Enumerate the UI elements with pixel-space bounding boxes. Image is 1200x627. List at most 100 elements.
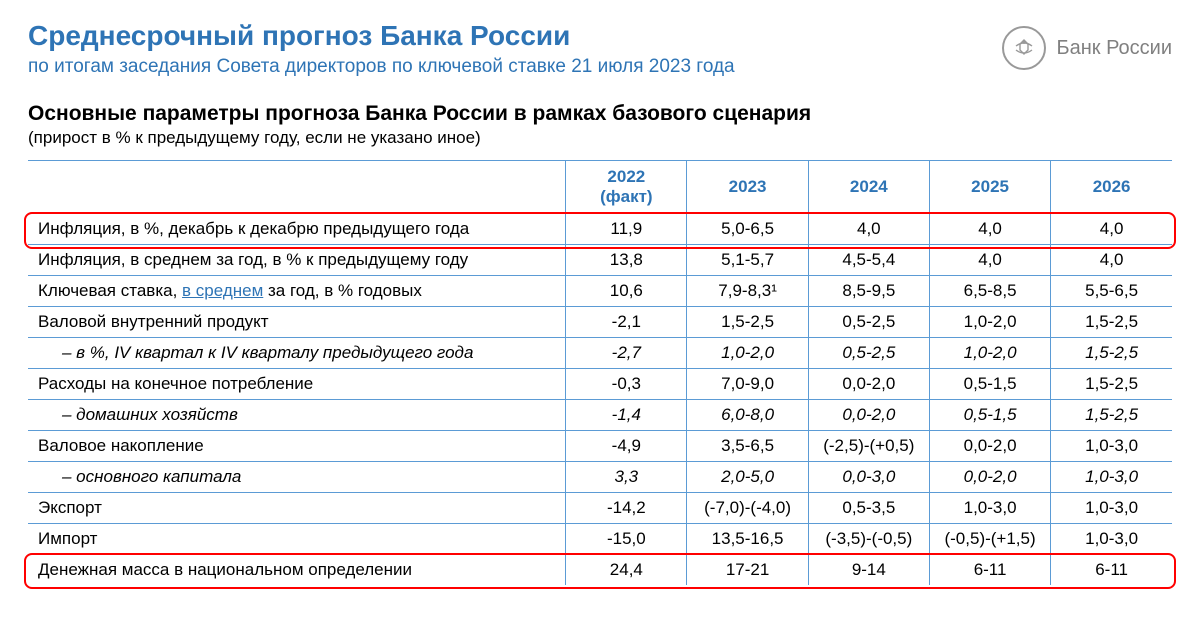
- cell-value: 1,0-3,0: [1051, 462, 1172, 493]
- cell-value: 4,0: [929, 245, 1050, 276]
- cell-value: 5,1-5,7: [687, 245, 808, 276]
- cell-value: 6-11: [929, 555, 1050, 586]
- cell-value: -15,0: [566, 524, 687, 555]
- cell-value: 0,0-2,0: [929, 462, 1050, 493]
- cell-value: -14,2: [566, 493, 687, 524]
- cell-value: 3,5-6,5: [687, 431, 808, 462]
- forecast-table: 2022(факт)2023202420252026 Инфляция, в %…: [28, 160, 1172, 585]
- row-label: Расходы на конечное потребление: [28, 369, 566, 400]
- header: Среднесрочный прогноз Банка России по ит…: [28, 20, 1172, 78]
- cell-value: 0,0-3,0: [808, 462, 929, 493]
- column-header: 2023: [687, 161, 808, 214]
- row-label: Ключевая ставка, в среднем за год, в % г…: [28, 276, 566, 307]
- cell-value: 0,0-2,0: [808, 369, 929, 400]
- cell-value: 7,9-8,3¹: [687, 276, 808, 307]
- cell-value: 1,0-2,0: [929, 307, 1050, 338]
- eagle-icon: [1002, 26, 1046, 70]
- logo-text: Банк России: [1056, 37, 1172, 60]
- cell-value: 8,5-9,5: [808, 276, 929, 307]
- cell-value: 0,5-3,5: [808, 493, 929, 524]
- table-row: – домашних хозяйств-1,46,0-8,00,0-2,00,5…: [28, 400, 1172, 431]
- cell-value: 4,0: [1051, 214, 1172, 245]
- cell-value: 1,5-2,5: [1051, 369, 1172, 400]
- table-row: Инфляция, в %, декабрь к декабрю предыду…: [28, 214, 1172, 245]
- column-header: 2025: [929, 161, 1050, 214]
- cell-value: 0,5-1,5: [929, 400, 1050, 431]
- cell-value: 3,3: [566, 462, 687, 493]
- row-label: – основного капитала: [28, 462, 566, 493]
- cell-value: -2,7: [566, 338, 687, 369]
- row-label: Валовой внутренний продукт: [28, 307, 566, 338]
- column-header: 2022(факт): [566, 161, 687, 214]
- cell-value: -2,1: [566, 307, 687, 338]
- row-label: Валовое накопление: [28, 431, 566, 462]
- cell-value: (-3,5)-(-0,5): [808, 524, 929, 555]
- cell-value: -0,3: [566, 369, 687, 400]
- cell-value: -4,9: [566, 431, 687, 462]
- cell-value: 0,5-2,5: [808, 338, 929, 369]
- cell-value: -1,4: [566, 400, 687, 431]
- table-row: Экспорт-14,2(-7,0)-(-4,0)0,5-3,51,0-3,01…: [28, 493, 1172, 524]
- cell-value: 1,0-3,0: [1051, 431, 1172, 462]
- section-title: Основные параметры прогноза Банка России…: [28, 102, 1172, 126]
- table-row: – в %, IV квартал к IV кварталу предыдущ…: [28, 338, 1172, 369]
- cell-value: 13,5-16,5: [687, 524, 808, 555]
- cell-value: 5,5-6,5: [1051, 276, 1172, 307]
- forecast-table-wrap: 2022(факт)2023202420252026 Инфляция, в %…: [28, 160, 1172, 585]
- cell-value: 2,0-5,0: [687, 462, 808, 493]
- row-label: – домашних хозяйств: [28, 400, 566, 431]
- cell-value: 4,0: [808, 214, 929, 245]
- row-label: Инфляция, в %, декабрь к декабрю предыду…: [28, 214, 566, 245]
- cell-value: 4,0: [929, 214, 1050, 245]
- cell-value: 1,0-2,0: [687, 338, 808, 369]
- cell-value: 1,0-3,0: [1051, 524, 1172, 555]
- cell-value: 6-11: [1051, 555, 1172, 586]
- cell-value: 6,0-8,0: [687, 400, 808, 431]
- row-label: – в %, IV квартал к IV кварталу предыдущ…: [28, 338, 566, 369]
- cell-value: 6,5-8,5: [929, 276, 1050, 307]
- table-row: Импорт-15,013,5-16,5(-3,5)-(-0,5)(-0,5)-…: [28, 524, 1172, 555]
- row-label: Инфляция, в среднем за год, в % к предыд…: [28, 245, 566, 276]
- table-row: Денежная масса в национальном определени…: [28, 555, 1172, 586]
- cell-value: (-0,5)-(+1,5): [929, 524, 1050, 555]
- table-row: Валовой внутренний продукт-2,11,5-2,50,5…: [28, 307, 1172, 338]
- cell-value: 1,0-3,0: [1051, 493, 1172, 524]
- row-label: Экспорт: [28, 493, 566, 524]
- table-row: Ключевая ставка, в среднем за год, в % г…: [28, 276, 1172, 307]
- cell-value: 0,5-2,5: [808, 307, 929, 338]
- cell-value: 1,5-2,5: [1051, 400, 1172, 431]
- table-row: Инфляция, в среднем за год, в % к предыд…: [28, 245, 1172, 276]
- cell-value: 0,0-2,0: [929, 431, 1050, 462]
- cell-value: 4,0: [1051, 245, 1172, 276]
- cell-value: 0,0-2,0: [808, 400, 929, 431]
- cell-value: 1,0-3,0: [929, 493, 1050, 524]
- cell-value: 1,5-2,5: [1051, 307, 1172, 338]
- cell-value: 1,0-2,0: [929, 338, 1050, 369]
- section-note: (прирост в % к предыдущему году, если не…: [28, 128, 1172, 148]
- cell-value: 24,4: [566, 555, 687, 586]
- bank-logo: Банк России: [1002, 26, 1172, 70]
- cell-value: 7,0-9,0: [687, 369, 808, 400]
- table-row: Расходы на конечное потребление-0,37,0-9…: [28, 369, 1172, 400]
- cell-value: 9-14: [808, 555, 929, 586]
- column-header: 2024: [808, 161, 929, 214]
- page-subtitle: по итогам заседания Совета директоров по…: [28, 56, 1002, 78]
- row-label: Денежная масса в национальном определени…: [28, 555, 566, 586]
- cell-value: 10,6: [566, 276, 687, 307]
- cell-value: 1,5-2,5: [1051, 338, 1172, 369]
- cell-value: (-2,5)-(+0,5): [808, 431, 929, 462]
- cell-value: 11,9: [566, 214, 687, 245]
- title-block: Среднесрочный прогноз Банка России по ит…: [28, 20, 1002, 78]
- cell-value: 5,0-6,5: [687, 214, 808, 245]
- table-row: – основного капитала3,32,0-5,00,0-3,00,0…: [28, 462, 1172, 493]
- table-header-row: 2022(факт)2023202420252026: [28, 161, 1172, 214]
- cell-value: 0,5-1,5: [929, 369, 1050, 400]
- column-header: 2026: [1051, 161, 1172, 214]
- cell-value: 1,5-2,5: [687, 307, 808, 338]
- page-title: Среднесрочный прогноз Банка России: [28, 20, 1002, 52]
- cell-value: (-7,0)-(-4,0): [687, 493, 808, 524]
- row-label: Импорт: [28, 524, 566, 555]
- cell-value: 13,8: [566, 245, 687, 276]
- column-header: [28, 161, 566, 214]
- cell-value: 17-21: [687, 555, 808, 586]
